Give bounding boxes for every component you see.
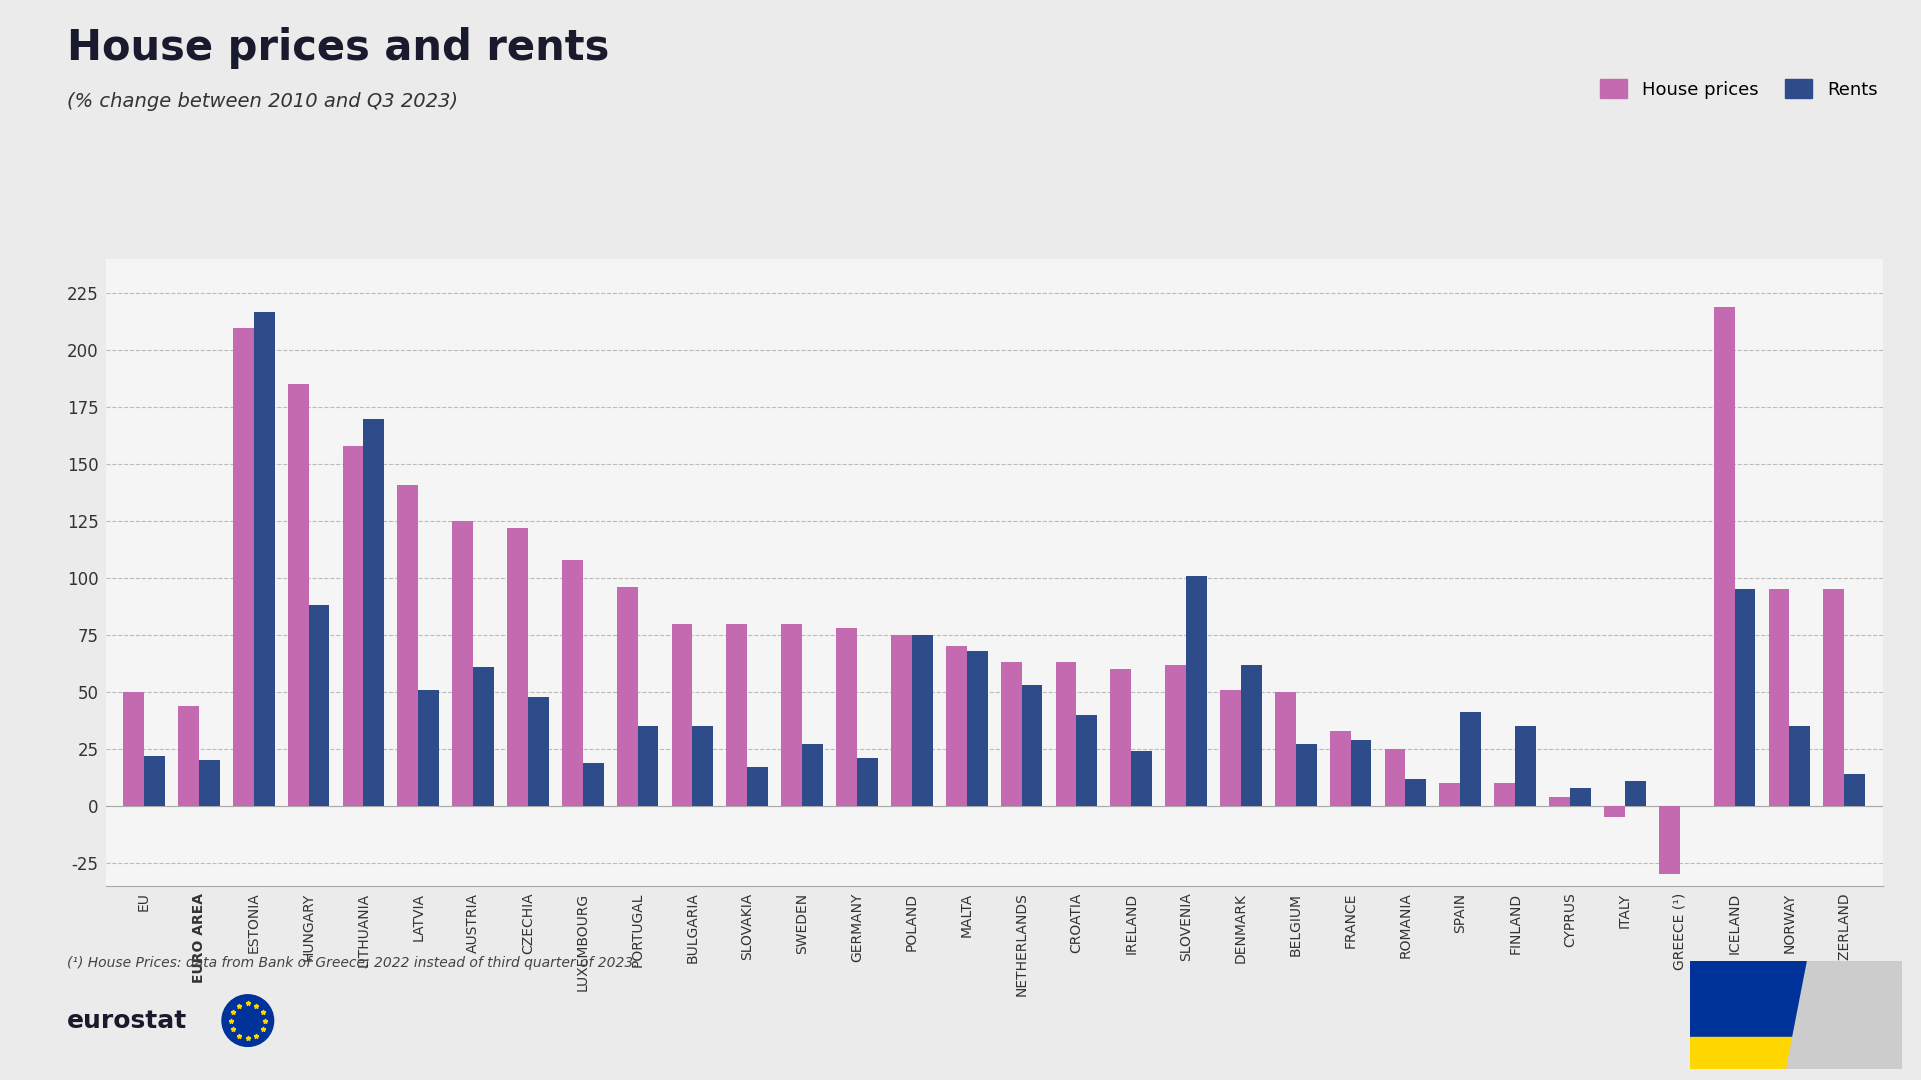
Bar	[912, 635, 934, 806]
Bar	[1625, 781, 1646, 806]
Bar	[1022, 685, 1043, 806]
Bar	[672, 623, 692, 806]
Bar	[1823, 590, 1844, 806]
Bar	[254, 312, 275, 806]
Bar	[144, 756, 165, 806]
Bar	[123, 692, 144, 806]
Bar	[1460, 713, 1481, 806]
Bar	[747, 767, 768, 806]
Bar	[1185, 576, 1206, 806]
Bar	[1844, 774, 1865, 806]
Bar	[1406, 779, 1425, 806]
Bar	[1350, 740, 1372, 806]
Text: (¹) House Prices: data from Bank of Greece; 2022 instead of third quarter of 202: (¹) House Prices: data from Bank of Gree…	[67, 956, 638, 970]
Bar	[528, 697, 549, 806]
Bar	[803, 744, 822, 806]
Bar	[1076, 715, 1097, 806]
Bar	[1439, 783, 1460, 806]
Bar	[563, 559, 582, 806]
Bar	[1110, 670, 1131, 806]
Bar	[1604, 806, 1625, 818]
Bar	[1714, 307, 1735, 806]
Bar	[1495, 783, 1516, 806]
Text: (% change between 2010 and Q3 2023): (% change between 2010 and Q3 2023)	[67, 92, 459, 111]
Bar	[1297, 744, 1316, 806]
Legend: House prices, Rents: House prices, Rents	[1600, 79, 1877, 98]
Bar	[419, 690, 440, 806]
Bar	[363, 419, 384, 806]
Text: House prices and rents: House prices and rents	[67, 27, 609, 69]
Text: eurostat: eurostat	[67, 1009, 188, 1032]
Bar	[617, 588, 638, 806]
Bar	[638, 726, 659, 806]
Bar	[507, 528, 528, 806]
Bar	[1769, 590, 1788, 806]
Bar	[398, 485, 419, 806]
Bar	[309, 606, 328, 806]
Bar	[1385, 748, 1406, 806]
Bar	[200, 760, 219, 806]
Bar	[1516, 726, 1537, 806]
Bar	[1001, 662, 1022, 806]
Bar	[1055, 662, 1076, 806]
Bar	[857, 758, 878, 806]
Bar	[1660, 806, 1679, 874]
Bar	[836, 629, 857, 806]
Bar	[891, 635, 912, 806]
Bar	[1276, 692, 1297, 806]
Bar	[1166, 664, 1185, 806]
Bar	[1220, 690, 1241, 806]
Polygon shape	[1787, 961, 1902, 1069]
Bar	[582, 762, 603, 806]
Bar	[1788, 726, 1810, 806]
Bar	[966, 651, 987, 806]
Bar	[342, 446, 363, 806]
Bar	[1241, 664, 1262, 806]
Bar	[451, 522, 473, 806]
Bar	[179, 705, 200, 806]
Bar	[692, 726, 713, 806]
Bar	[726, 623, 747, 806]
Bar	[1569, 787, 1591, 806]
Bar	[288, 384, 309, 806]
Bar	[945, 647, 966, 806]
Bar	[1548, 797, 1569, 806]
Bar	[782, 623, 803, 806]
Bar	[473, 667, 494, 806]
Bar	[1329, 731, 1350, 806]
Bar	[232, 327, 254, 806]
Circle shape	[223, 995, 273, 1047]
Bar	[1690, 961, 1806, 1037]
Bar	[1690, 1037, 1806, 1069]
Bar	[1131, 752, 1153, 806]
Bar	[1735, 590, 1756, 806]
